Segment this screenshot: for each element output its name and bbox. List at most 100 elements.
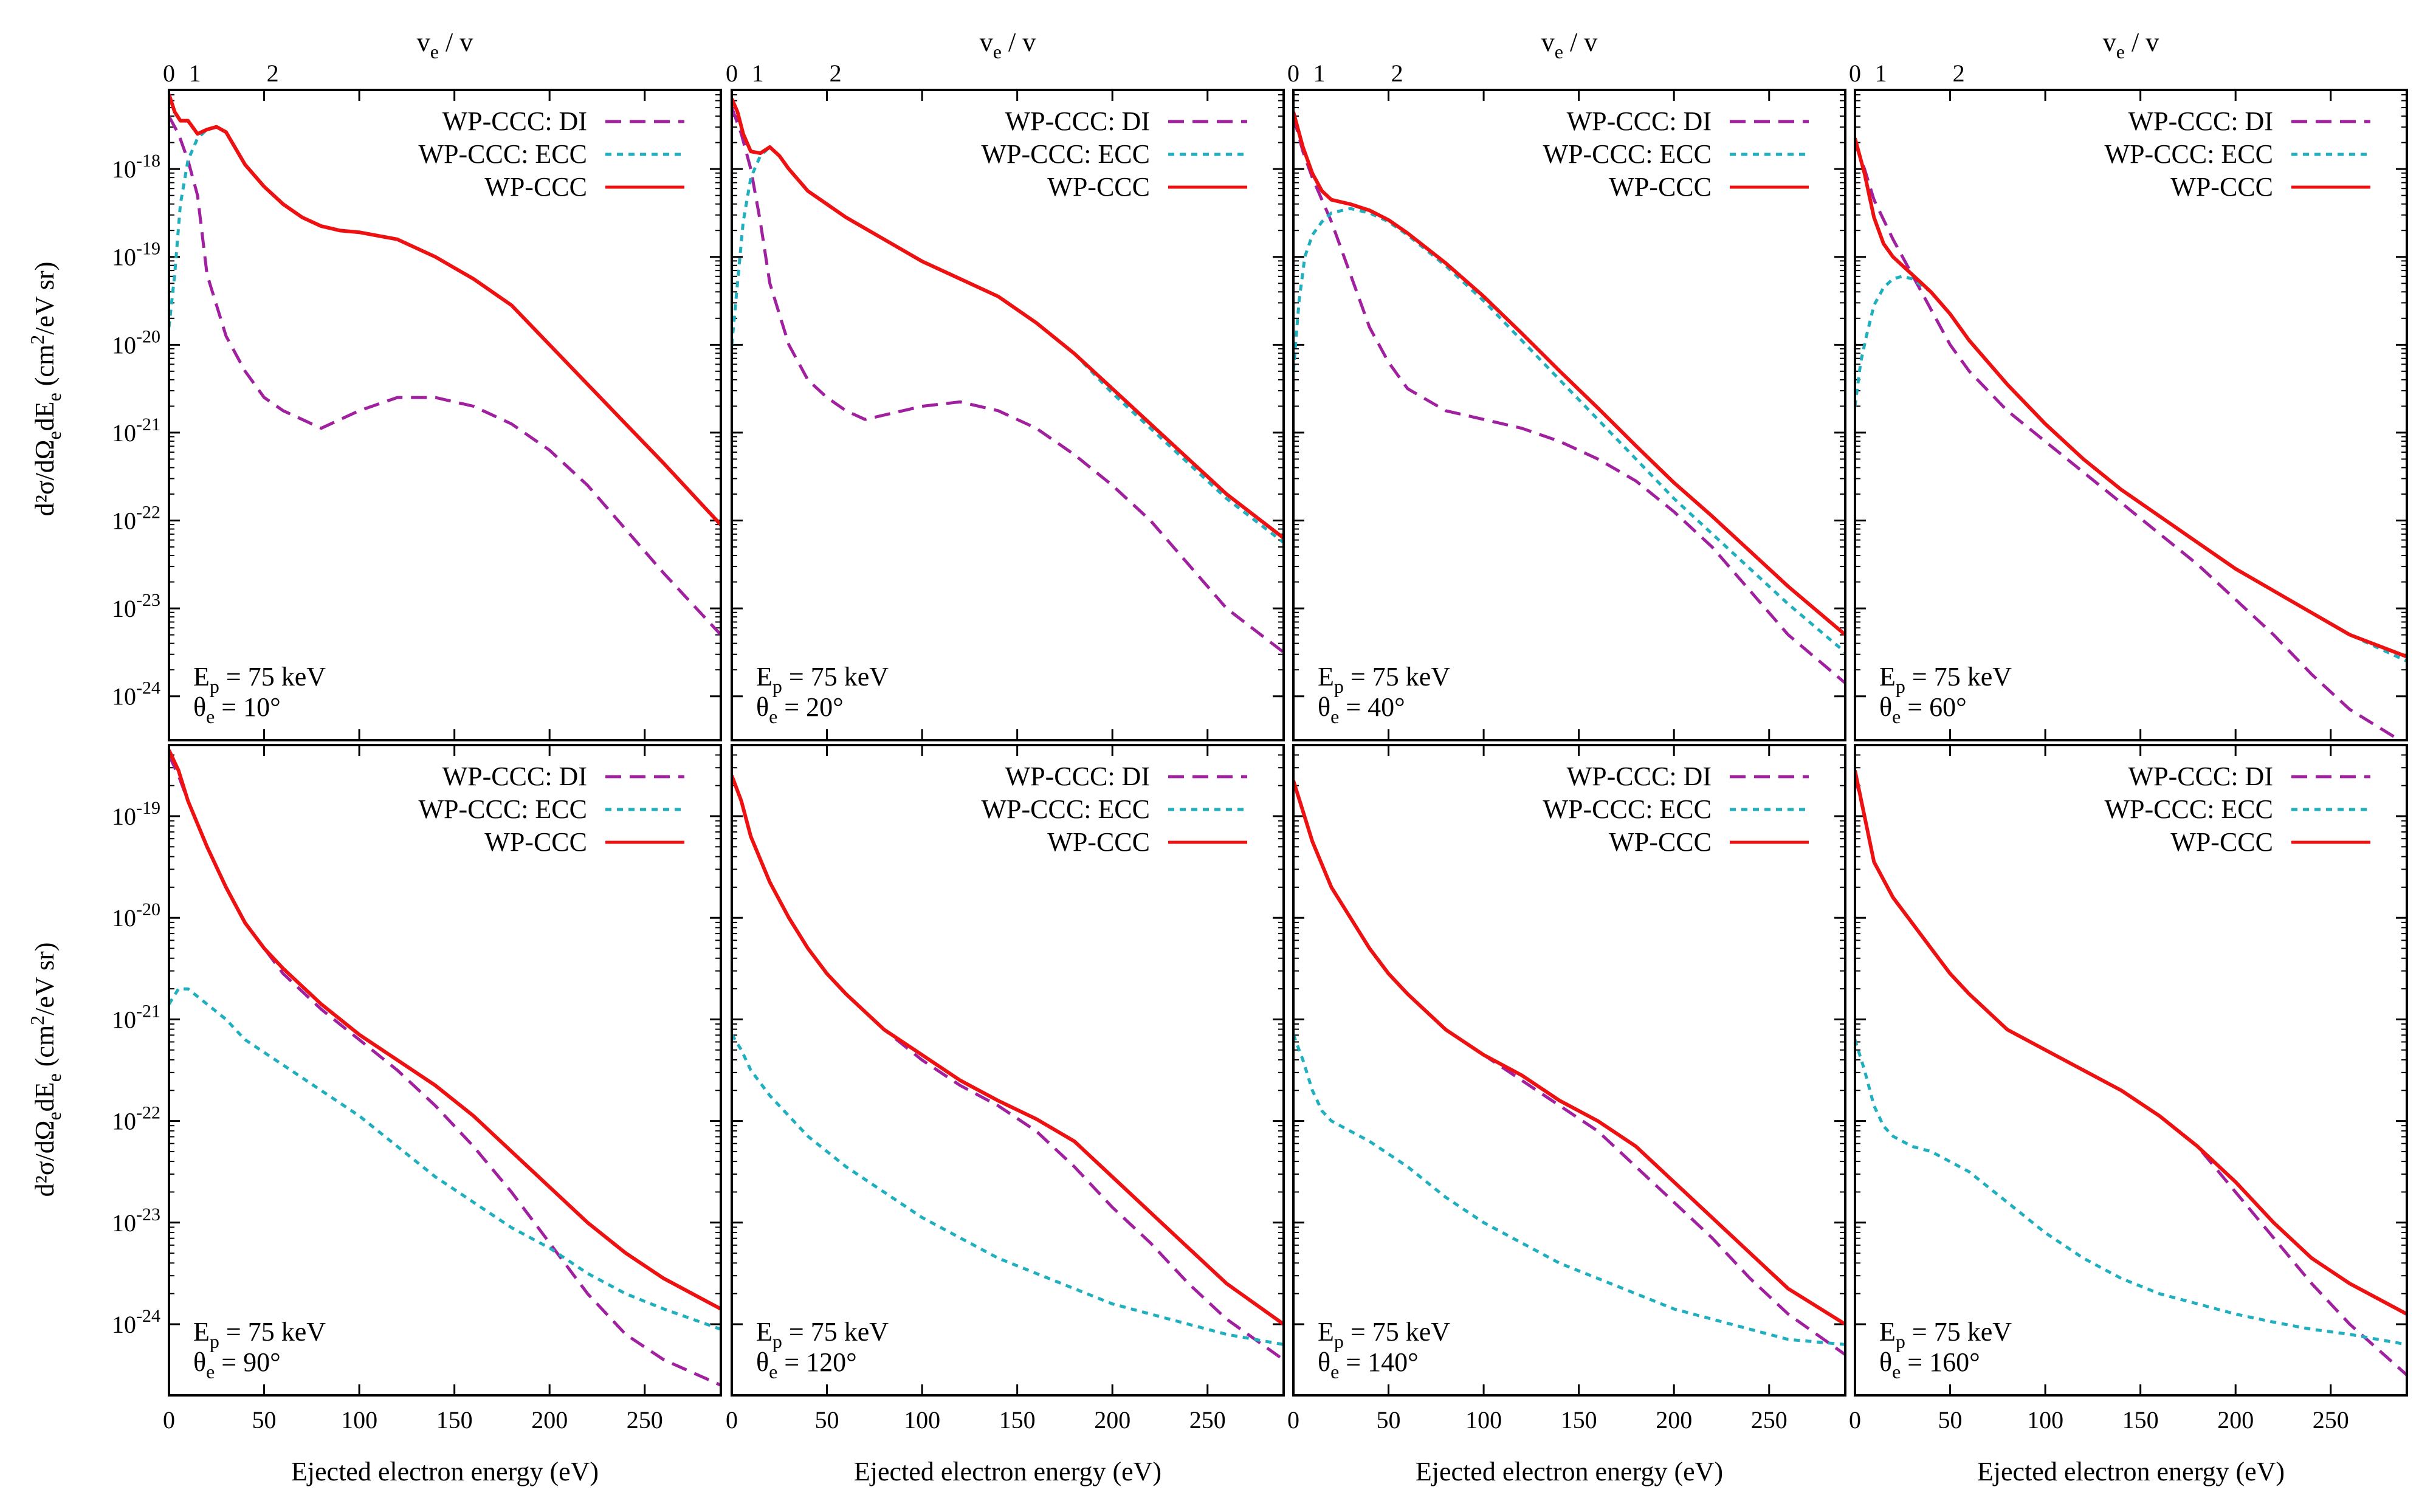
panel-140deg: 0 50 100 150 200 250 Ejected electron energy (…	[1287, 744, 1846, 1486]
x-tick-label: 250	[1189, 1406, 1226, 1434]
top-tick-label: 2	[267, 60, 279, 87]
series-line-wp-ccc-di	[169, 115, 721, 636]
legend-label: WP-CCC: DI	[442, 761, 587, 791]
legend-label: WP-CCC: DI	[1567, 761, 1712, 791]
x-axis-label: Ejected electron energy (eV)	[291, 1457, 599, 1486]
energy-annotation: Ep = 75 keV	[193, 662, 326, 697]
x-tick-label: 200	[1094, 1406, 1130, 1434]
energy-annotation: Ep = 75 keV	[756, 662, 889, 697]
top-axis-label: ve / v	[417, 27, 473, 63]
plot-frame	[1854, 89, 2408, 741]
panel-10deg: 10-24 10-23 10-22 10-21 10-20 10-19 10-18 0 1 2 ve…	[112, 27, 722, 741]
top-tick-label: 1	[189, 60, 201, 87]
panel-120deg: 0 50 100 150 200 250 Ejected electron energy (…	[726, 744, 1285, 1486]
legend-label: WP-CCC: ECC	[2105, 794, 2274, 824]
legend-label: WP-CCC: DI	[2128, 761, 2273, 791]
top-axis-label: ve / v	[980, 27, 1036, 63]
series-line-wp-ccc-di	[1293, 115, 1845, 684]
y-tick-label: 10-19	[112, 798, 160, 830]
top-axis-label: ve / v	[1541, 27, 1597, 63]
x-tick-label: 50	[252, 1406, 277, 1434]
series-line-wp-ccc	[169, 749, 721, 1311]
series-line-wp-ccc	[1293, 780, 1845, 1326]
energy-annotation: Ep = 75 keV	[1318, 1317, 1450, 1352]
top-tick-label: 2	[830, 60, 842, 87]
x-tick-label: 200	[2217, 1406, 2254, 1434]
plot-frame	[1292, 744, 1846, 1397]
top-tick-label: 2	[1391, 60, 1403, 87]
angle-annotation: θe = 10°	[193, 692, 281, 727]
x-tick-label: 250	[627, 1406, 663, 1434]
series-line-wp-ccc-ecc	[1293, 1034, 1845, 1346]
legend-label: WP-CCC	[484, 172, 587, 202]
legend-label: WP-CCC: ECC	[1543, 139, 1712, 169]
energy-annotation: Ep = 75 keV	[1879, 662, 2012, 697]
x-tick-label: 100	[1465, 1406, 1502, 1434]
legend-label: WP-CCC: ECC	[419, 139, 588, 169]
legend-label: WP-CCC	[1609, 827, 1712, 857]
legend-label: WP-CCC: ECC	[419, 794, 588, 824]
y-tick-label: 10-18	[112, 151, 160, 183]
x-tick-label: 200	[1656, 1406, 1692, 1434]
y-tick-label: 10-21	[112, 414, 160, 447]
legend-label: WP-CCC: DI	[1005, 106, 1150, 136]
legend-label: WP-CCC	[1047, 172, 1150, 202]
x-tick-label: 150	[999, 1406, 1036, 1434]
legend-label: WP-CCC: DI	[1005, 761, 1150, 791]
series-line-wp-ccc-di	[1855, 142, 2403, 740]
legend-label: WP-CCC: DI	[442, 106, 587, 136]
series-line-wp-ccc-di	[1293, 780, 1845, 1356]
y-tick-label: 10-22	[112, 503, 160, 535]
y-axis-label-top: d²σ/dΩedEe (cm2/eV sr)	[26, 262, 65, 517]
x-tick-label: 250	[1751, 1406, 1788, 1434]
x-tick-label: 50	[1938, 1406, 1963, 1434]
series-line-wp-ccc-di	[169, 754, 721, 1387]
series-line-wp-ccc	[732, 98, 1284, 540]
top-tick-label: 1	[1313, 60, 1326, 87]
angle-annotation: θe = 120°	[756, 1347, 857, 1383]
legend-label: WP-CCC: DI	[2128, 106, 2273, 136]
top-tick-label: 0	[726, 60, 738, 87]
x-axis-label: Ejected electron energy (eV)	[1977, 1457, 2285, 1486]
series-line-wp-ccc-ecc	[1855, 1039, 2407, 1346]
x-tick-label: 100	[2027, 1406, 2063, 1434]
x-axis-label: Ejected electron energy (eV)	[1416, 1457, 1723, 1486]
series-line-wp-ccc-di	[732, 775, 1284, 1361]
x-tick-label: 200	[531, 1406, 568, 1434]
y-tick-label: 10-24	[112, 1306, 160, 1338]
legend-label: WP-CCC: DI	[1567, 106, 1712, 136]
panel-90deg: 0 50 100 150 200 250 10-24 10-23 10-22 10-21 10-20…	[112, 744, 722, 1486]
series-line-wp-ccc	[732, 775, 1284, 1326]
series-line-wp-ccc	[1293, 111, 1845, 636]
plot-frame	[1854, 744, 2408, 1397]
y-tick-label: 10-20	[112, 899, 160, 932]
top-tick-label: 1	[752, 60, 764, 87]
top-axis-label: ve / v	[2103, 27, 2159, 63]
plot-frame	[168, 89, 722, 741]
angle-annotation: θe = 140°	[1318, 1347, 1419, 1383]
legend-label: WP-CCC: ECC	[982, 139, 1151, 169]
x-tick-label: 0	[163, 1406, 175, 1434]
series-line-wp-ccc-ecc	[732, 145, 1284, 544]
series-line-wp-ccc-ecc	[1855, 275, 2407, 663]
angle-annotation: θe = 90°	[193, 1347, 281, 1383]
x-tick-label: 0	[1287, 1406, 1299, 1434]
x-tick-label: 0	[726, 1406, 738, 1434]
energy-annotation: Ep = 75 keV	[1318, 662, 1450, 697]
y-tick-label: 10-19	[112, 239, 160, 271]
energy-annotation: Ep = 75 keV	[193, 1317, 326, 1352]
y-tick-label: 10-20	[112, 326, 160, 359]
series-line-wp-ccc-ecc	[169, 987, 721, 1331]
y-tick-label: 10-23	[112, 1204, 160, 1237]
x-tick-label: 100	[904, 1406, 940, 1434]
x-tick-label: 50	[1377, 1406, 1401, 1434]
series-line-wp-ccc-ecc	[1293, 207, 1845, 654]
panel-160deg: 0 50 100 150 200 250 Ejected electron energy (…	[1849, 744, 2408, 1486]
legend-label: WP-CCC	[1047, 827, 1150, 857]
series-line-wp-ccc-ecc	[732, 1034, 1284, 1346]
plot-frame	[731, 89, 1285, 741]
legend-label: WP-CCC: ECC	[982, 794, 1151, 824]
plot-frame	[168, 744, 722, 1397]
